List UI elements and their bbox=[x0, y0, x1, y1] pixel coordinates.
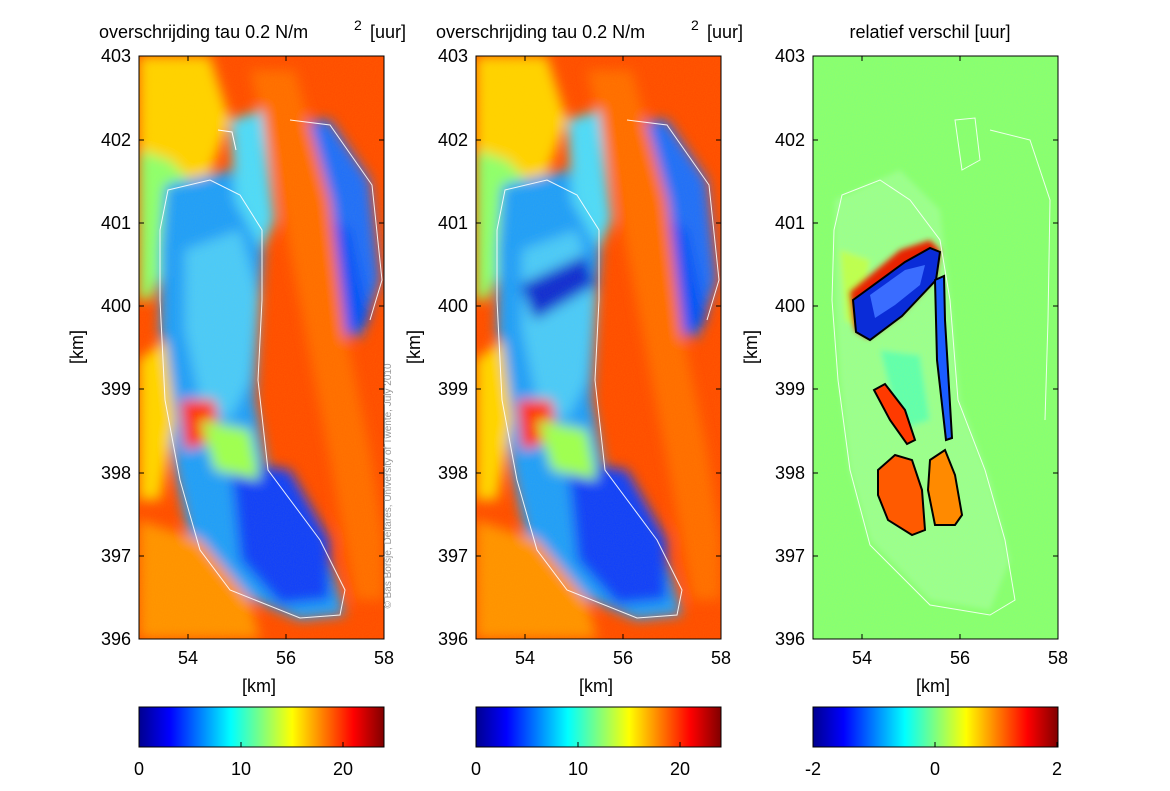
y-tick-label: 402 bbox=[775, 130, 805, 150]
y-tick-label: 399 bbox=[775, 379, 805, 399]
y-tick-labels: 396 397 398 399 400 401 402 403 bbox=[775, 46, 805, 649]
colorbar-tick-label: 0 bbox=[930, 759, 940, 779]
y-tick-label: 400 bbox=[775, 296, 805, 316]
x-tick-label: 58 bbox=[1048, 648, 1068, 668]
y-axis-label: [km] bbox=[741, 330, 761, 364]
y-tick-label: 403 bbox=[775, 46, 805, 66]
colorbar-tick-label: 2 bbox=[1052, 759, 1062, 779]
x-tick-label: 56 bbox=[950, 648, 970, 668]
x-axis-label: [km] bbox=[916, 676, 950, 696]
colorbar-tick-label: -2 bbox=[805, 759, 821, 779]
colorbar-tick-labels: -2 0 2 bbox=[805, 759, 1062, 779]
x-tick-label: 54 bbox=[852, 648, 872, 668]
plot-title: relatief verschil [uur] bbox=[849, 22, 1010, 42]
x-tick-labels: 54 56 58 bbox=[852, 648, 1068, 668]
y-tick-label: 396 bbox=[775, 629, 805, 649]
y-tick-label: 401 bbox=[775, 213, 805, 233]
heatmap-image bbox=[813, 56, 1058, 639]
y-tick-label: 397 bbox=[775, 546, 805, 566]
y-tick-label: 398 bbox=[775, 463, 805, 483]
colorbar bbox=[813, 707, 1058, 747]
